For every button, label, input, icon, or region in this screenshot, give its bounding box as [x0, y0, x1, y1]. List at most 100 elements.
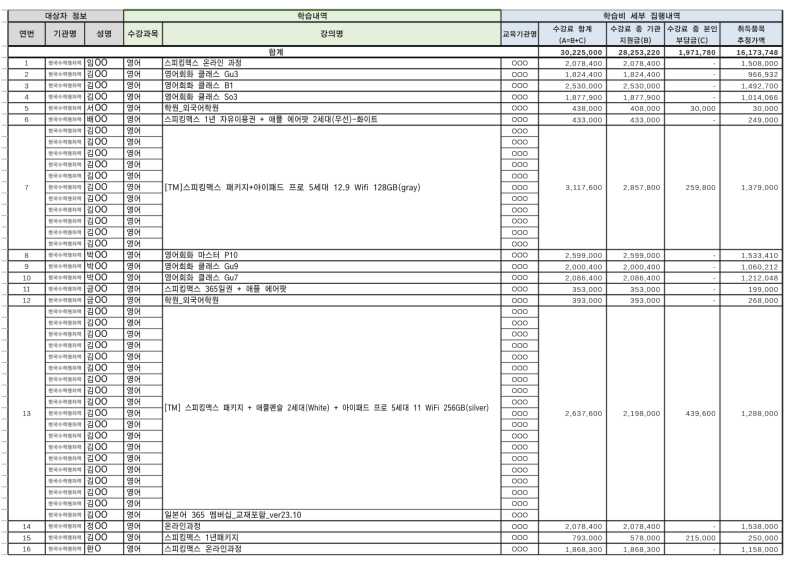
svg-text:OOO: OOO [512, 366, 529, 373]
svg-text:-: - [713, 82, 716, 91]
svg-text:13: 13 [22, 409, 30, 418]
svg-text:793,000: 793,000 [572, 534, 602, 543]
svg-text:OOO: OOO [512, 174, 529, 181]
svg-text:1,288,000: 1,288,000 [741, 409, 778, 418]
svg-text:OOO: OOO [512, 467, 529, 474]
svg-text:966,932: 966,932 [748, 70, 778, 79]
svg-text:1,379,000: 1,379,000 [741, 183, 778, 192]
svg-text:30,000: 30,000 [690, 104, 716, 113]
svg-text:1,877,900: 1,877,900 [565, 93, 602, 102]
svg-text:1,212,048: 1,212,048 [741, 274, 778, 283]
svg-text:7: 7 [25, 183, 29, 192]
svg-text:OOO: OOO [512, 117, 529, 124]
svg-text:2,000,400: 2,000,400 [623, 262, 660, 271]
svg-text:1,877,900: 1,877,900 [623, 93, 660, 102]
svg-text:8: 8 [25, 251, 29, 260]
svg-text:OOO: OOO [512, 162, 529, 169]
svg-text:259,800: 259,800 [686, 183, 716, 192]
svg-text:1,971,780: 1,971,780 [679, 48, 716, 57]
svg-text:OOO: OOO [512, 546, 529, 553]
svg-text:-: - [713, 70, 716, 79]
svg-text:10: 10 [22, 273, 30, 282]
svg-text:OOO: OOO [512, 422, 529, 429]
svg-text:-: - [713, 285, 716, 294]
svg-text:2,599,000: 2,599,000 [623, 251, 660, 260]
svg-text:OOO: OOO [512, 61, 529, 68]
svg-text:249,000: 249,000 [748, 116, 778, 125]
svg-text:3,117,600: 3,117,600 [566, 183, 603, 192]
svg-text:2,198,000: 2,198,000 [623, 409, 660, 418]
svg-text:393,000: 393,000 [572, 296, 602, 305]
svg-text:OOO: OOO [512, 456, 529, 463]
svg-text:408,000: 408,000 [630, 104, 660, 113]
svg-text:-: - [713, 274, 716, 283]
svg-text:OOO: OOO [512, 298, 529, 305]
svg-text:353,000: 353,000 [630, 285, 660, 294]
svg-text:OOO: OOO [512, 320, 529, 327]
svg-text:2,086,400: 2,086,400 [623, 274, 660, 283]
svg-text:2,599,000: 2,599,000 [565, 251, 602, 260]
svg-text:OOO: OOO [512, 72, 529, 79]
svg-text:268,000: 268,000 [748, 296, 778, 305]
svg-text:4: 4 [25, 93, 29, 102]
svg-text:2,086,400: 2,086,400 [565, 274, 602, 283]
svg-text:1: 1 [25, 59, 29, 68]
svg-text:6: 6 [25, 115, 29, 124]
svg-text:393,000: 393,000 [630, 296, 660, 305]
svg-text:1,533,410: 1,533,410 [741, 251, 778, 260]
svg-text:OOO: OOO [512, 151, 529, 158]
svg-text:OOO: OOO [512, 377, 529, 384]
svg-text:OOO: OOO [512, 94, 529, 101]
svg-text:1,508,000: 1,508,000 [741, 59, 778, 68]
svg-text:1,868,300: 1,868,300 [623, 545, 660, 554]
svg-text:2: 2 [25, 70, 29, 79]
svg-text:OOO: OOO [512, 275, 529, 282]
svg-text:16: 16 [22, 545, 30, 554]
svg-text:30,225,000: 30,225,000 [561, 48, 603, 57]
svg-text:OOO: OOO [512, 253, 529, 260]
svg-text:OOO: OOO [512, 185, 529, 192]
svg-text:2,530,000: 2,530,000 [565, 82, 602, 91]
svg-text:OOO: OOO [512, 241, 529, 248]
svg-text:-: - [713, 251, 716, 260]
svg-text:2,078,400: 2,078,400 [623, 59, 660, 68]
svg-text:433,000: 433,000 [572, 116, 602, 125]
svg-text:215,000: 215,000 [686, 534, 716, 543]
svg-text:1,158,000: 1,158,000 [741, 545, 778, 554]
svg-text:5: 5 [25, 104, 29, 113]
svg-text:OOO: OOO [512, 287, 529, 294]
svg-text:OOO: OOO [512, 354, 529, 361]
svg-text:433,000: 433,000 [630, 116, 660, 125]
svg-text:-: - [713, 296, 716, 305]
svg-text:-: - [713, 545, 716, 554]
svg-text:OOO: OOO [512, 535, 529, 542]
svg-text:OOO: OOO [512, 196, 529, 203]
svg-text:439,600: 439,600 [686, 409, 716, 418]
svg-text:OOO: OOO [512, 513, 529, 520]
svg-text:OOO: OOO [512, 83, 529, 90]
svg-text:OOO: OOO [512, 501, 529, 508]
svg-text:2,857,800: 2,857,800 [623, 183, 660, 192]
svg-text:15: 15 [22, 533, 30, 542]
svg-text:OOO: OOO [512, 445, 529, 452]
svg-text:199,000: 199,000 [748, 285, 778, 294]
svg-text:1,060,212: 1,060,212 [741, 262, 778, 271]
svg-text:16,173,748: 16,173,748 [737, 48, 779, 57]
svg-text:-: - [713, 93, 716, 102]
svg-text:28,253,220: 28,253,220 [619, 48, 661, 57]
svg-text:OOO: OOO [512, 343, 529, 350]
svg-text:438,000: 438,000 [572, 104, 602, 113]
svg-text:1,492,700: 1,492,700 [741, 82, 778, 91]
svg-text:OOO: OOO [512, 207, 529, 214]
svg-text:OOO: OOO [512, 219, 529, 226]
svg-text:1,824,400: 1,824,400 [623, 70, 660, 79]
svg-text:2,637,600: 2,637,600 [565, 409, 602, 418]
svg-text:2,078,400: 2,078,400 [565, 522, 602, 531]
svg-text:OOO: OOO [512, 140, 529, 147]
svg-text:-: - [713, 116, 716, 125]
svg-text:OOO: OOO [512, 230, 529, 237]
svg-text:11: 11 [23, 285, 31, 294]
svg-text:578,000: 578,000 [630, 534, 660, 543]
svg-text:2,078,400: 2,078,400 [565, 59, 602, 68]
svg-text:OOO: OOO [512, 433, 529, 440]
